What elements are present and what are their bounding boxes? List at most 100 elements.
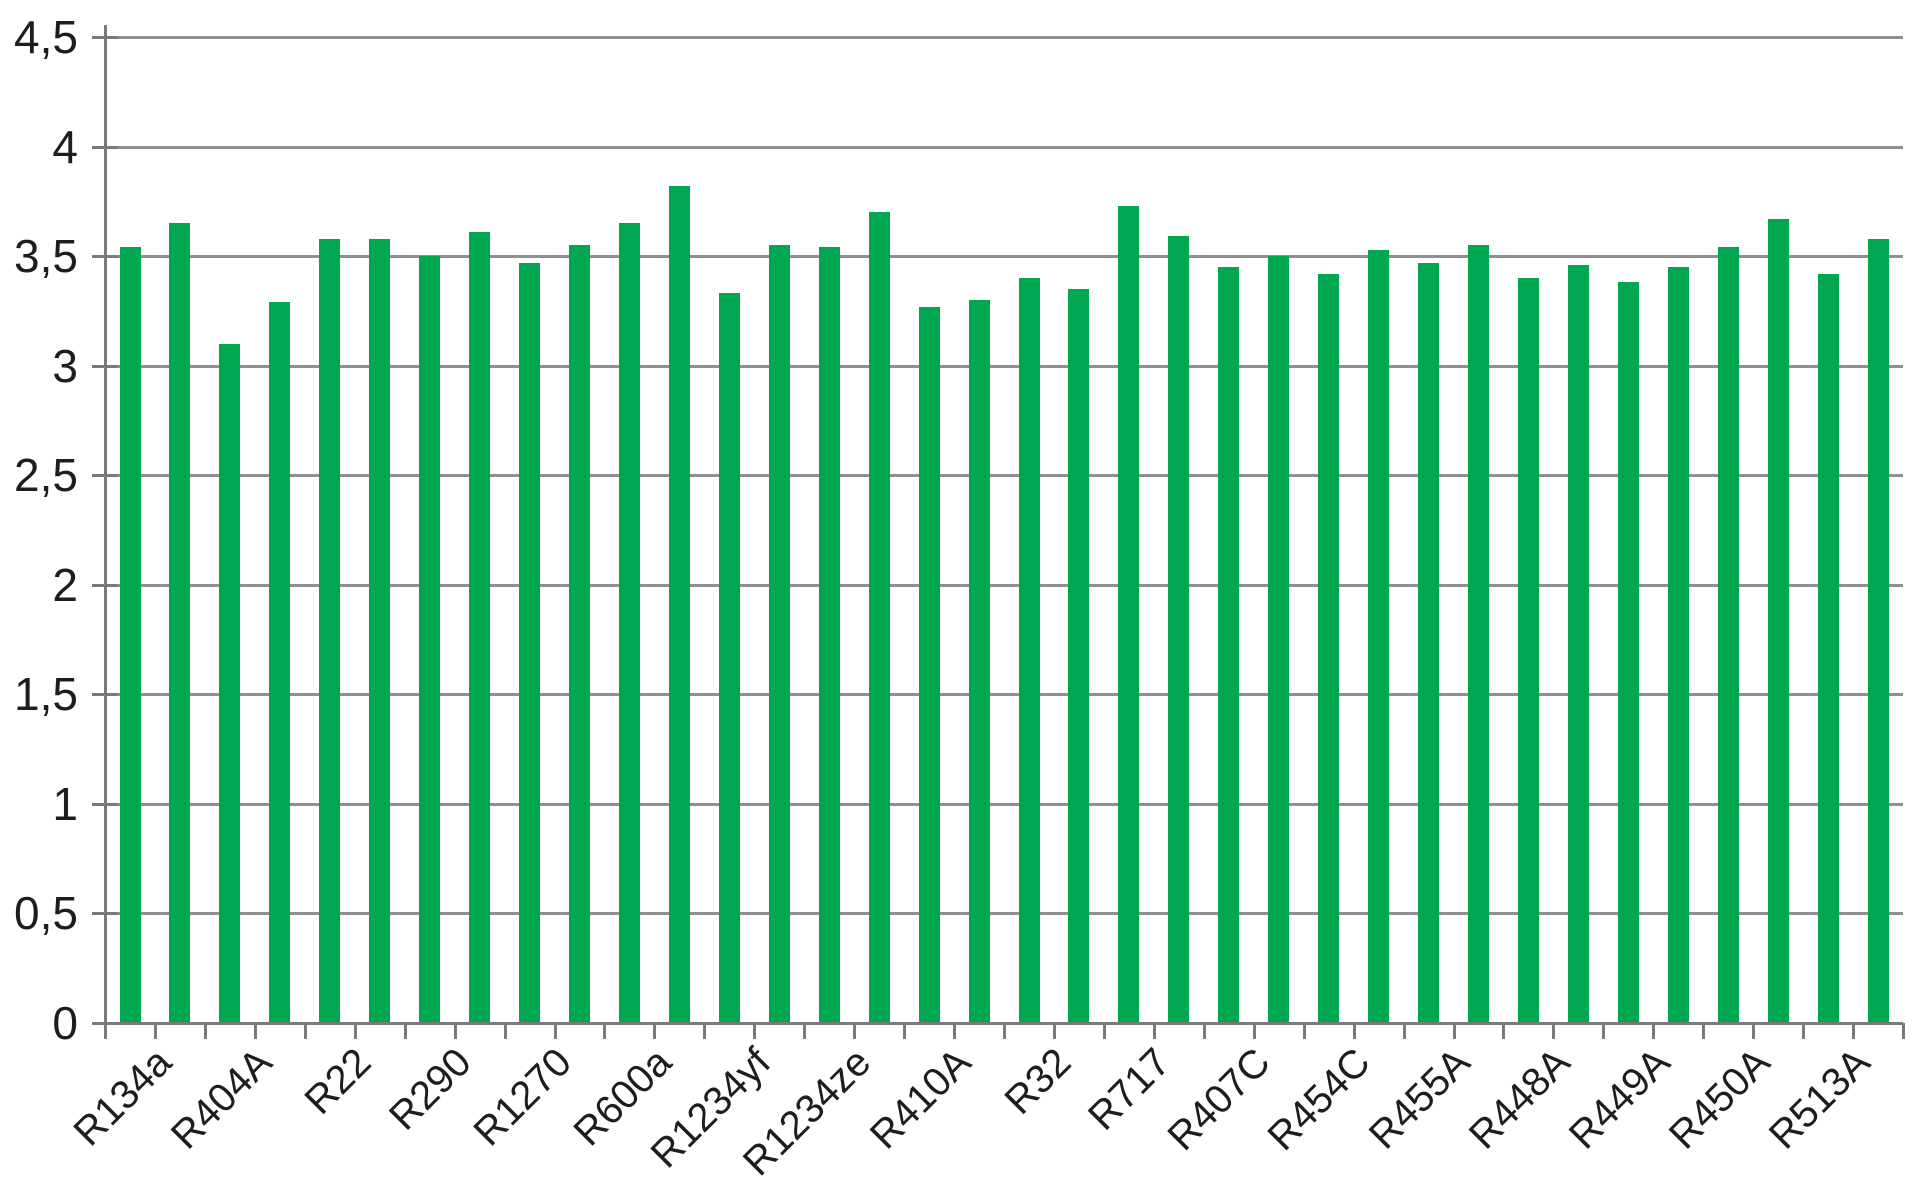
x-axis-label-R513A: R513A xyxy=(1760,1040,1879,1158)
x-axis-tick xyxy=(753,1023,757,1039)
x-axis-tick xyxy=(353,1023,357,1039)
gridline xyxy=(105,145,1903,149)
y-axis-line xyxy=(104,25,107,1037)
x-axis-tick xyxy=(803,1023,807,1039)
bar-R454C-1 xyxy=(1318,273,1340,1023)
y-axis-label: 4,5 xyxy=(14,11,78,63)
bar-R22-2 xyxy=(369,238,391,1023)
bar-R407C-1 xyxy=(1218,267,1240,1023)
bar-R134a-2 xyxy=(169,223,191,1023)
gridline xyxy=(105,36,1903,39)
y-axis-tick xyxy=(92,364,118,368)
x-axis-tick xyxy=(1452,1023,1456,1039)
y-axis-tick xyxy=(92,693,118,697)
bar-R1234yf-1 xyxy=(718,293,740,1023)
y-axis-label: 2,5 xyxy=(14,449,78,502)
x-axis-tick xyxy=(1102,1023,1106,1039)
x-axis-tick xyxy=(503,1023,507,1039)
x-axis-label-R450A: R450A xyxy=(1660,1040,1779,1158)
bar-R717-2 xyxy=(1168,236,1190,1023)
x-axis-tick xyxy=(903,1023,907,1039)
x-axis-tick xyxy=(1802,1023,1806,1039)
x-axis-label-R410A: R410A xyxy=(861,1040,980,1158)
x-axis-tick xyxy=(1202,1023,1206,1039)
y-axis-label: 4 xyxy=(52,120,78,173)
y-axis-label: 1,5 xyxy=(14,668,78,721)
x-axis-tick xyxy=(1302,1023,1306,1039)
y-axis-label: 3 xyxy=(52,339,78,392)
gridline xyxy=(105,474,1903,478)
x-axis-tick xyxy=(1602,1023,1606,1039)
x-axis-tick xyxy=(1902,1023,1905,1039)
x-axis-label-R407C: R407C xyxy=(1159,1040,1279,1160)
bar-R404A-1 xyxy=(219,343,241,1023)
x-axis-tick xyxy=(1852,1023,1856,1039)
bar-R404A-2 xyxy=(269,302,291,1023)
bar-R1270-1 xyxy=(519,262,540,1023)
y-axis-tick xyxy=(92,802,118,806)
bar-R407C-2 xyxy=(1268,256,1290,1023)
x-axis-tick xyxy=(1502,1023,1506,1039)
y-axis-tick xyxy=(92,474,118,478)
y-axis-label: 0,5 xyxy=(14,887,78,940)
x-axis-tick xyxy=(653,1023,657,1039)
x-axis-tick xyxy=(553,1023,557,1039)
bar-R134a-1 xyxy=(119,247,141,1023)
bar-R410A-2 xyxy=(968,299,990,1023)
y-axis-tick xyxy=(92,583,118,587)
gridline xyxy=(105,912,1903,916)
y-axis-tick xyxy=(92,36,118,39)
x-axis-tick xyxy=(703,1023,707,1039)
x-axis-tick xyxy=(1052,1023,1056,1039)
bar-R513A-2 xyxy=(1867,238,1889,1023)
bar-R290-1 xyxy=(419,256,441,1023)
x-axis-label-R1270: R1270 xyxy=(465,1040,580,1155)
bar-R1270-2 xyxy=(569,245,590,1023)
bar-R450A-1 xyxy=(1717,247,1739,1023)
x-axis-tick xyxy=(953,1023,957,1039)
x-axis-tick xyxy=(1652,1023,1656,1039)
gridline xyxy=(105,693,1903,697)
y-axis-tick xyxy=(92,255,118,259)
x-axis-tick xyxy=(203,1023,207,1039)
bar-R450A-2 xyxy=(1767,218,1789,1023)
x-axis-tick xyxy=(1352,1023,1356,1039)
bar-R454C-2 xyxy=(1368,249,1390,1023)
x-axis-tick xyxy=(1752,1023,1756,1039)
bar-R455A-2 xyxy=(1468,245,1489,1023)
x-axis-tick xyxy=(1402,1023,1406,1039)
y-axis-label: 3,5 xyxy=(14,230,78,283)
x-axis-label-R290: R290 xyxy=(381,1040,480,1139)
x-axis-label-R448A: R448A xyxy=(1460,1040,1579,1158)
bar-R1234yf-2 xyxy=(768,245,790,1023)
bar-R600a-2 xyxy=(668,186,690,1023)
x-axis-tick xyxy=(1252,1023,1256,1039)
bar-R32-1 xyxy=(1018,278,1040,1023)
bar-R600a-1 xyxy=(618,223,640,1023)
bar-R448A-1 xyxy=(1517,278,1539,1023)
gridline xyxy=(105,583,1903,587)
bar-R455A-1 xyxy=(1418,262,1439,1023)
x-axis-label-R134a: R134a xyxy=(65,1040,181,1155)
x-axis-tick xyxy=(1003,1023,1006,1039)
x-axis-label-R404A: R404A xyxy=(162,1040,280,1158)
x-axis-tick xyxy=(453,1023,457,1039)
gridline xyxy=(105,802,1903,806)
bar-R1234ze-1 xyxy=(818,247,840,1023)
y-axis-label: 2 xyxy=(52,558,78,611)
bar-R32-2 xyxy=(1068,289,1090,1023)
x-axis-label-R22: R22 xyxy=(296,1040,380,1124)
x-axis-tick xyxy=(153,1023,157,1039)
x-axis-label-R449A: R449A xyxy=(1560,1040,1679,1158)
y-axis-tick xyxy=(92,145,118,149)
x-axis-tick xyxy=(303,1023,307,1039)
bar-R290-2 xyxy=(469,232,491,1023)
x-axis-tick xyxy=(1152,1023,1156,1039)
x-axis-tick xyxy=(603,1023,607,1039)
x-axis-tick xyxy=(1552,1023,1556,1039)
x-axis-tick xyxy=(853,1023,857,1039)
bar-R449A-2 xyxy=(1667,267,1689,1023)
bar-R717-1 xyxy=(1118,205,1140,1023)
bar-R513A-1 xyxy=(1817,273,1839,1023)
